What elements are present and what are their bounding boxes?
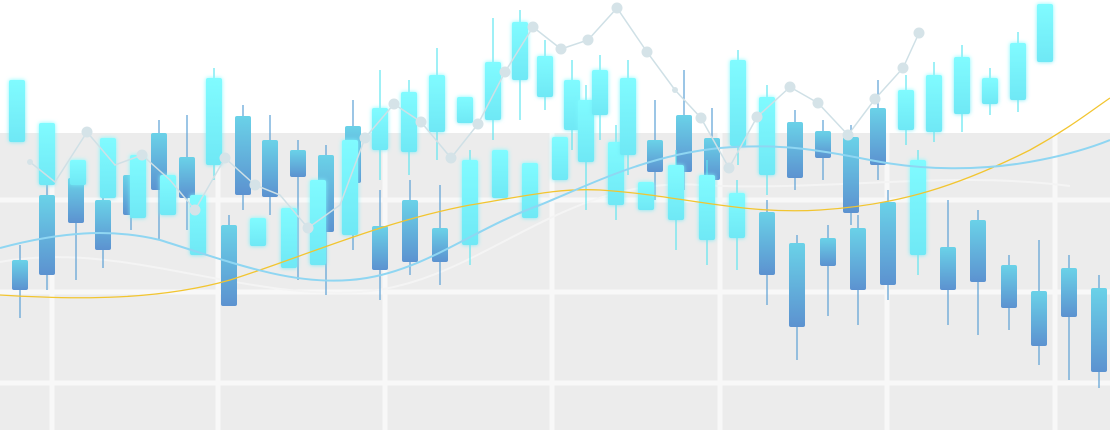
line-dots	[27, 2, 925, 234]
faint-curve	[0, 179, 1071, 294]
blue-curve	[0, 139, 1110, 282]
upper-candles	[9, 4, 1053, 275]
yellow-curve	[0, 97, 1110, 299]
lower-candles	[12, 70, 1107, 388]
grid	[0, 133, 1110, 430]
